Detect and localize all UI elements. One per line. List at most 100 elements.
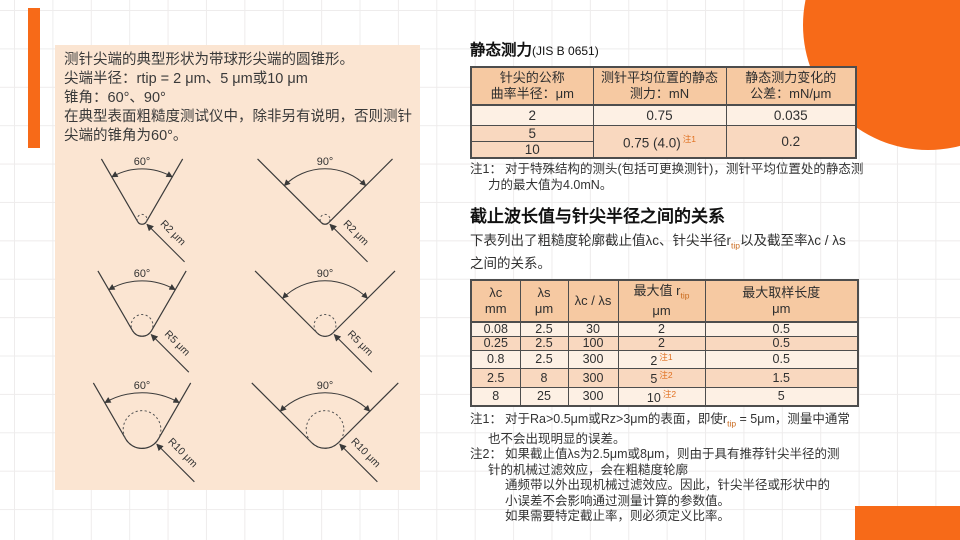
static-force-table: 针尖的公称 曲率半径：μm 测针平均位置的静态 测力：mN 静态测力变化的 公差：mN… bbox=[470, 66, 857, 159]
stylus-description: 测针尖端的典型形状为带球形尖端的圆锥形。 尖端半径：rtip = 2 μm、5 … bbox=[55, 45, 420, 146]
note-line: 小误差不会影响通过测量计算的参数值。 bbox=[505, 493, 731, 508]
text-line: 尖端半径：rtip = 2 μm、5 μm或10 μm bbox=[64, 71, 308, 87]
tip-diagrams: 60° R2 μm 90° R2 μm 60° R5 μm 90° R5 μm 60° R10 μ… bbox=[55, 147, 420, 483]
note-line: 通频带以外出现机械过滤效应。因此，针尖半径或形状中的 bbox=[505, 478, 831, 493]
note-line: 如果截止值λs为2.5μm或8μm，则由于具有推荐针尖半径的测 bbox=[505, 447, 840, 462]
table-cell: 0.8 bbox=[470, 350, 521, 370]
table-cell: 2.5 bbox=[519, 350, 569, 370]
cutoff-note-2: 注2： 如果截止值λs为2.5μm或8μm，则由于具有推荐针尖半径的测 针的机械过… bbox=[470, 447, 858, 525]
table-cell: 0.75 (4.0) 注1 bbox=[592, 125, 727, 159]
table-row: 10 bbox=[470, 141, 856, 159]
table-cell: 100 bbox=[567, 336, 619, 352]
text-line: 在典型表面粗糙度测试仪中，除非另有说明，否则测针 bbox=[64, 109, 412, 125]
column-header: 静态测力变化的 公差：mN/μm bbox=[725, 66, 857, 106]
table-cell: 0.2 bbox=[725, 125, 857, 159]
tip-radius-label: R5 μm bbox=[345, 329, 375, 359]
decor-orange-left-bar bbox=[28, 8, 40, 148]
cone-angle-label: 60° bbox=[134, 380, 150, 392]
cutoff-note-1: 注1： 对于Ra>0.5μm或Rz>3μm的表面，即使rtip = 5μm，测量… bbox=[470, 412, 858, 448]
table-cell: 2.5 bbox=[519, 336, 569, 352]
table-cell: 0.75 bbox=[592, 104, 727, 126]
table-cell: 8 bbox=[519, 368, 569, 388]
note-line: 如果需要特定截止率，则必须定义比率。 bbox=[505, 509, 731, 524]
tip-diagram-60deg-R5μm: 60° R5 μm bbox=[97, 268, 192, 373]
table-cell: 0.5 bbox=[704, 336, 859, 352]
note-reference: 注1 bbox=[659, 352, 673, 363]
cutoff-table-head: λc mm λs μm λc / λs 最大值 rtip μm 最大取样长度 μm bbox=[470, 279, 859, 324]
table-cell: 5 bbox=[704, 386, 859, 407]
column-header: 针尖的公称 曲率半径：μm bbox=[470, 66, 594, 106]
column-header: 最大取样长度 μm bbox=[704, 279, 859, 324]
table-cell: 2.5 bbox=[519, 321, 569, 338]
note-label: 注1： bbox=[470, 411, 502, 426]
table-row: 0.8 2.5 300 2 注1 0.5 bbox=[470, 350, 859, 370]
table-cell: 2 bbox=[470, 104, 594, 126]
decor-orange-bottom-bar bbox=[855, 506, 960, 540]
table-cell: 30 bbox=[567, 321, 619, 338]
table-cell: 2 bbox=[617, 321, 706, 338]
column-header: λc / λs bbox=[567, 279, 619, 324]
static-force-note: 注1： 对于特殊结构的测头(包括可更换测针)，测针平均位置处的静态测 力的最大值… bbox=[470, 162, 863, 193]
table-row: 2.5 8 300 5 注2 1.5 bbox=[470, 368, 859, 388]
stylus-tip-panel: 测针尖端的典型形状为带球形尖端的圆锥形。 尖端半径：rtip = 2 μm、5 … bbox=[55, 45, 420, 490]
cutoff-table-body: 0.08 2.5 30 2 0.5 0.25 2.5 100 2 0.5 0.8 2.5 300 2 注1 0… bbox=[470, 321, 859, 407]
table-cell: 1.5 bbox=[704, 368, 859, 388]
tip-radius-label: R5 μm bbox=[162, 329, 192, 359]
text-line: 锥角：60°、90° bbox=[64, 90, 166, 106]
tip-diagram-90deg-R2μm: 90° R2 μm bbox=[256, 156, 393, 263]
table-cell: 300 bbox=[567, 386, 619, 407]
table-row: 2 0.75 0.035 bbox=[470, 104, 857, 126]
note-text: 对于Ra>0.5μm或Rz>3μm的表面，即使rtip = 5μm，测量中通常 … bbox=[488, 411, 850, 446]
subscript: tip bbox=[727, 418, 737, 429]
table-cell: 10 注2 bbox=[617, 386, 706, 407]
note-reference: 注1 bbox=[682, 133, 697, 144]
cone-angle-label: 90° bbox=[317, 380, 333, 392]
column-header: λs μm bbox=[519, 279, 569, 324]
right-column: 静态测力(JIS B 0651) 针尖的公称 曲率半径：μm 测针平均位置的静态测… bbox=[470, 38, 863, 525]
cutoff-table: λc mm λs μm λc / λs 最大值 rtip μm 最大取样长度 μm 0.08 2.… bbox=[470, 278, 859, 407]
table-cell: 300 bbox=[567, 350, 619, 370]
note-reference: 注2 bbox=[659, 370, 673, 381]
note-text: 对于特殊结构的测头(包括可更换测针)，测针平均位置处的静态测 力的最大值为4.0… bbox=[488, 162, 864, 192]
table-row: 0.25 2.5 100 2 0.5 bbox=[470, 336, 859, 352]
title-standard-ref: (JIS B 0651) bbox=[532, 44, 599, 58]
note-label: 注2： bbox=[470, 447, 502, 462]
table-cell: 5 bbox=[470, 125, 594, 142]
cone-angle-label: 90° bbox=[317, 268, 333, 280]
tip-diagram-90deg-R5μm: 90° R5 μm bbox=[254, 268, 396, 373]
table-cell: 2 注1 bbox=[617, 350, 706, 370]
table-cell: 25 bbox=[519, 386, 569, 407]
table-row: 8 25 300 10 注2 5 bbox=[470, 386, 859, 407]
note-label: 注1： bbox=[470, 162, 502, 176]
note-reference: 注2 bbox=[662, 388, 677, 399]
table-cell: 300 bbox=[567, 368, 619, 388]
column-header: 测针平均位置的静态 测力：mN bbox=[592, 66, 727, 106]
subscript: tip bbox=[731, 240, 740, 251]
table-row: 5 0.75 (4.0) 注1 0.2 bbox=[470, 125, 857, 159]
static-force-title: 静态测力(JIS B 0651) bbox=[470, 38, 858, 60]
tip-diagram-90deg-R10μm: 90° R10 μm bbox=[251, 380, 399, 483]
cone-angle-label: 60° bbox=[134, 156, 150, 168]
table-cell: 0.035 bbox=[725, 104, 857, 126]
tip-diagram-60deg-R2μm: 60° R2 μm bbox=[101, 156, 188, 263]
table-cell: 8 bbox=[470, 386, 521, 407]
note-line: 针的机械过滤效应，会在粗糙度轮廓 bbox=[488, 462, 689, 477]
table-cell: 10 bbox=[470, 141, 594, 159]
tip-diagram-60deg-R10μm: 60° R10 μm bbox=[93, 380, 199, 483]
title-text: 静态测力 bbox=[470, 42, 533, 59]
cone-angle-label: 60° bbox=[134, 268, 150, 280]
cone-angle-label: 90° bbox=[317, 156, 333, 168]
table-row: 0.08 2.5 30 2 0.5 bbox=[470, 321, 859, 338]
header-row: 针尖的公称 曲率半径：μm 测针平均位置的静态 测力：mN 静态测力变化的 公差：mN… bbox=[470, 66, 857, 106]
table-cell: 0.5 bbox=[704, 321, 859, 338]
tip-radius-label: R2 μm bbox=[340, 219, 370, 249]
note-text: 如果截止值λs为2.5μm或8μm，则由于具有推荐针尖半径的测 针的机械过滤效应，… bbox=[488, 447, 858, 525]
table-cell: 0.5 bbox=[704, 350, 859, 370]
cutoff-intro: 下表列出了粗糙度轮廓截止值λc、针尖半径rtip以及截至率λc / λs 之间的… bbox=[470, 233, 846, 272]
tip-radius-label: R2 μm bbox=[158, 219, 188, 249]
header-row: λc mm λs μm λc / λs 最大值 rtip μm 最大取样长度 μm bbox=[470, 279, 859, 324]
cutoff-title: 截止波长值与针尖半径之间的关系 bbox=[470, 207, 725, 226]
subscript: tip bbox=[680, 290, 690, 301]
column-header: λc mm bbox=[470, 279, 521, 324]
